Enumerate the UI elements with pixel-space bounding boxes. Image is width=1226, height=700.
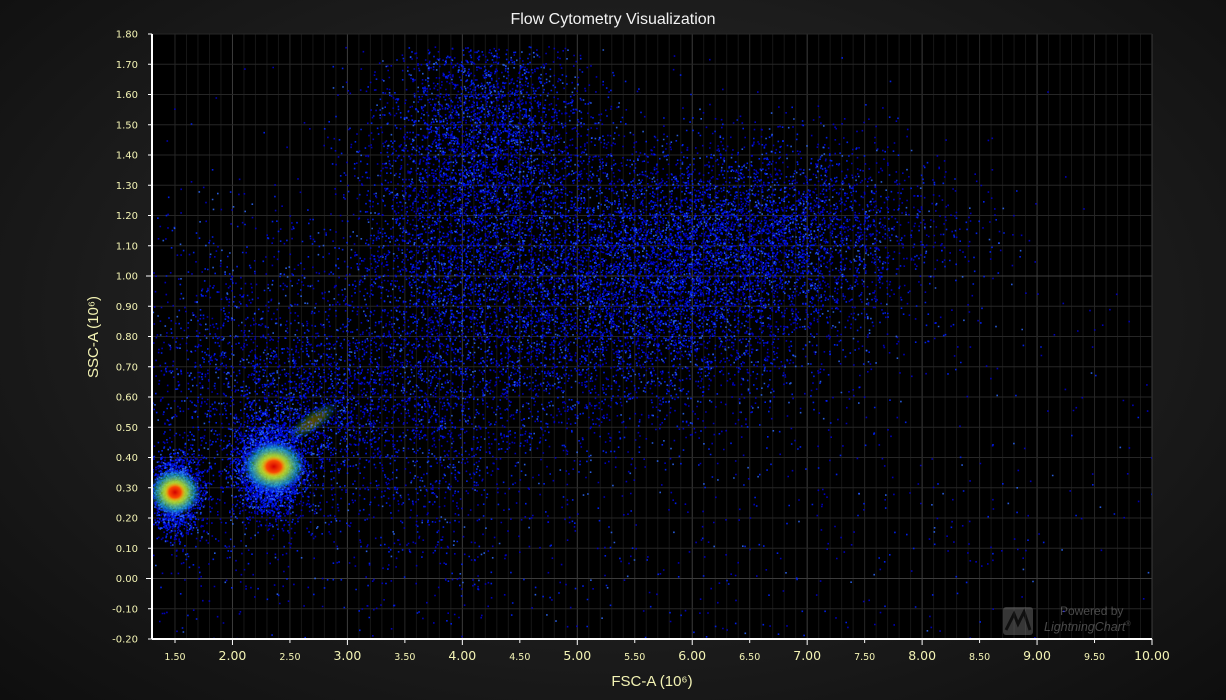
chart-title: Flow Cytometry Visualization [510,11,716,28]
y-tick-label-19: 1.70 [116,60,138,71]
x-tick-label-12: 7.50 [854,652,875,663]
x-tick-label-0: 1.50 [164,652,185,663]
watermark-brand-name: LightningChart [1044,620,1126,634]
lightningchart-js-logo-icon [1003,607,1033,635]
x-tick-label-15: 9.00 [1023,648,1051,663]
y-tick-label-1: -0.10 [112,604,138,615]
y-tick-label-6: 0.40 [116,453,138,464]
x-tick-label-17: 10.00 [1134,648,1170,663]
x-tick-label-16: 9.50 [1084,652,1105,663]
y-tick-label-20: 1.80 [116,30,138,41]
x-tick-label-11: 7.00 [793,648,821,663]
y-tick-label-8: 0.60 [116,393,138,404]
watermark-powered-by: Powered by [1060,604,1124,618]
lightningchart-watermark[interactable]: Powered by LightningChart® [1002,604,1152,638]
density-hotspot-core-1 [260,455,288,478]
y-tick-label-12: 1.00 [116,272,138,283]
x-tick-label-14: 8.50 [969,652,990,663]
watermark-brand: LightningChart® [1044,620,1130,634]
y-tick-label-4: 0.20 [116,514,138,525]
scatter-population-3-shade-0 [333,91,1000,480]
y-tick-label-3: 0.10 [116,544,138,555]
x-tick-label-13: 8.00 [908,648,936,663]
x-tick-label-8: 5.50 [624,652,645,663]
y-tick-label-9: 0.70 [116,362,138,373]
x-tick-label-4: 3.50 [394,652,415,663]
density-hotspot-core-0 [164,482,186,503]
y-axis-title: SSC-A (10⁶) [85,296,102,378]
x-tick-label-9: 6.00 [678,648,706,663]
y-tick-label-15: 1.30 [116,181,138,192]
y-tick-label-11: 0.90 [116,302,138,313]
y-axis-ticks: -0.20 -0.10 0.00 0.10 0.20 0.30 0.40 0.50 0.60 0.… [112,30,152,646]
scatter-population-8-shade-0 [209,274,454,528]
x-tick-label-7: 5.00 [563,648,591,663]
density-hotspots [152,402,339,517]
y-tick-label-14: 1.20 [116,211,138,222]
x-axis-ticks: 1.50 2.00 2.50 3.00 3.50 4.00 4.50 5.00 5.50 6.00… [164,639,1170,663]
scatter-population-6-shade-0 [152,441,221,557]
watermark-trademark: ® [1125,620,1131,628]
x-tick-label-2: 2.50 [279,652,300,663]
x-tick-label-5: 4.00 [448,648,476,663]
y-tick-label-0: -0.20 [112,635,138,646]
x-tick-label-1: 2.00 [219,648,247,663]
x-tick-label-6: 4.50 [509,652,530,663]
y-tick-label-13: 1.10 [116,241,138,252]
y-tick-label-5: 0.30 [116,483,138,494]
x-tick-label-3: 3.00 [333,648,361,663]
x-axis-title: FSC-A (10⁶) [611,673,692,690]
y-tick-label-10: 0.80 [116,332,138,343]
y-tick-label-18: 1.60 [116,90,138,101]
y-tick-label-17: 1.50 [116,120,138,131]
y-tick-label-16: 1.40 [116,151,138,162]
x-tick-label-10: 6.50 [739,652,760,663]
grid-lines [152,33,1153,640]
y-tick-label-2: 0.00 [116,574,138,585]
y-tick-label-7: 0.50 [116,423,138,434]
density-streak [287,402,339,441]
